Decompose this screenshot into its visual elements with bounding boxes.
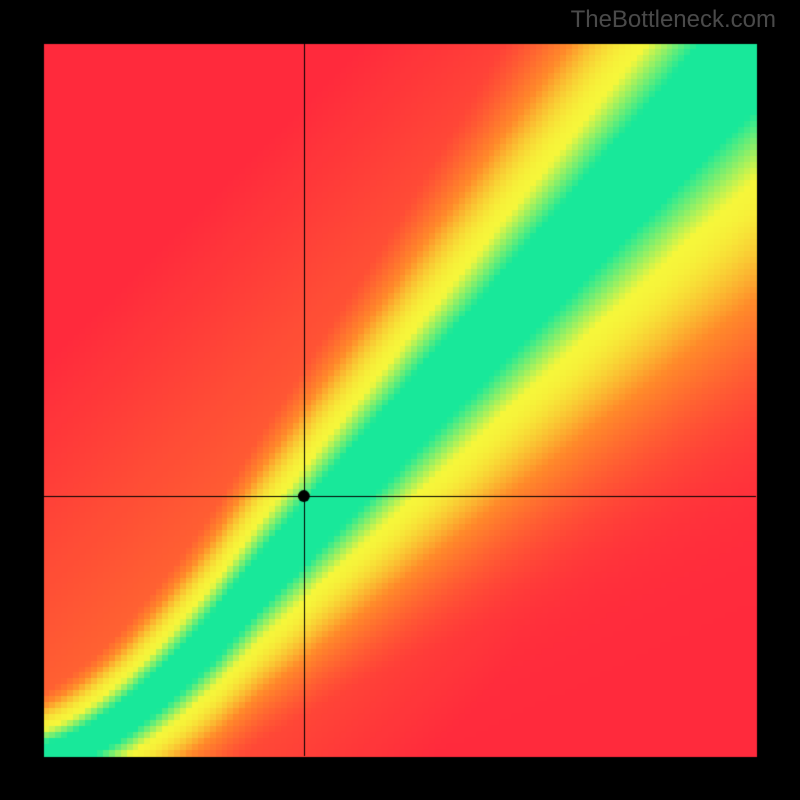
bottleneck-heatmap-canvas <box>0 0 800 800</box>
watermark-text: TheBottleneck.com <box>571 6 776 34</box>
chart-container: TheBottleneck.com <box>0 0 800 800</box>
